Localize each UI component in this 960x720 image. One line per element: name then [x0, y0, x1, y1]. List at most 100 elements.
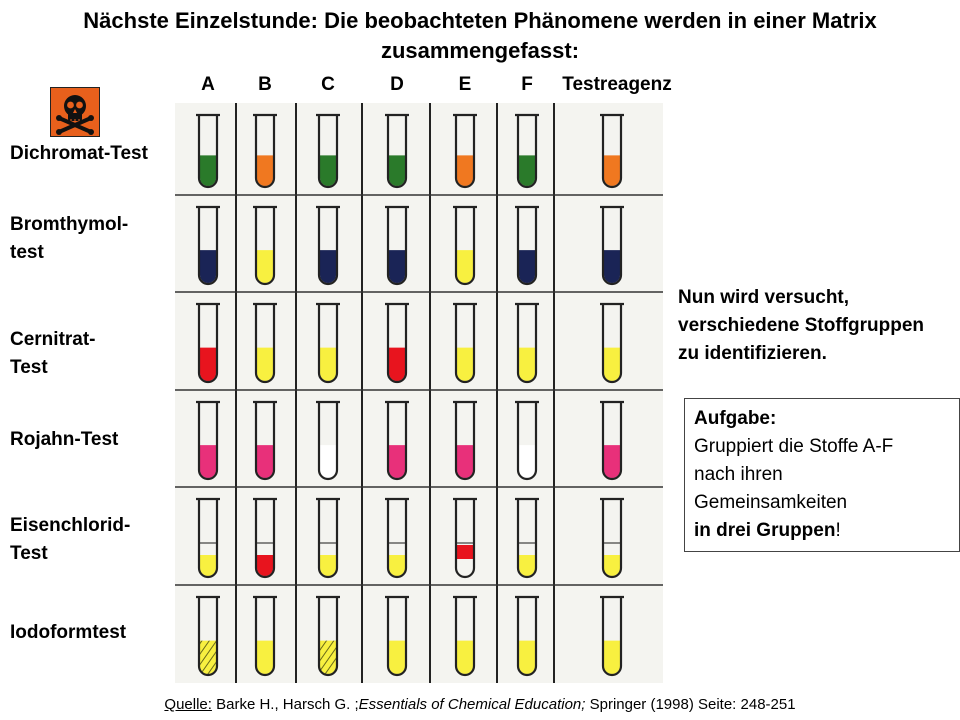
row-label-line: Cernitrat-	[10, 329, 96, 350]
test-tube	[601, 115, 623, 189]
row-label-line: Test	[10, 543, 48, 564]
test-tube	[516, 402, 538, 481]
tube-liquid	[457, 155, 473, 186]
tube-liquid	[257, 347, 273, 381]
test-tube	[197, 115, 219, 189]
row-label: Eisenchlorid- Test	[10, 512, 130, 568]
row-label: Dichromat-Test	[10, 140, 148, 168]
tube-liquid	[519, 155, 535, 186]
tube-liquid	[457, 250, 473, 283]
test-tube	[516, 304, 538, 384]
tube-liquid	[257, 250, 273, 283]
column-header: D	[390, 74, 404, 95]
tube-liquid	[389, 445, 405, 478]
test-tube	[197, 402, 219, 481]
test-tube	[254, 597, 276, 677]
note-line: Nun wird versucht,	[678, 287, 850, 308]
test-tube	[386, 207, 408, 286]
test-tube	[386, 304, 408, 384]
test-tube	[601, 207, 623, 286]
test-tube	[254, 304, 276, 384]
test-tube	[197, 207, 219, 286]
tube-liquid	[200, 250, 216, 283]
test-tube	[386, 597, 408, 677]
source-rest: Springer (1998) Seite: 248-251	[585, 696, 796, 713]
task-box: Aufgabe: Gruppiert die Stoffe A-F nach i…	[684, 398, 960, 552]
title-line-1: Nächste Einzelstunde: Die beobachteten P…	[83, 8, 877, 33]
tube-liquid	[320, 347, 336, 381]
tube-liquid	[457, 545, 473, 559]
tube-liquid	[320, 640, 336, 674]
task-heading: Aufgabe:	[694, 408, 777, 429]
row-label-line: test	[10, 242, 44, 263]
tube-liquid	[389, 155, 405, 186]
test-tube	[317, 115, 339, 189]
test-tube	[197, 499, 219, 579]
test-tube	[454, 115, 476, 189]
note-line: verschiedene Stoffgruppen	[678, 315, 924, 336]
test-tube	[454, 499, 476, 579]
test-tube	[254, 207, 276, 286]
tube-liquid	[320, 555, 336, 576]
row-label-line: Bromthymol-	[10, 214, 129, 235]
source-authors: Barke H., Harsch G. ;	[211, 696, 359, 713]
tube-liquid	[200, 640, 216, 674]
row-label-line: Rojahn-Test	[10, 429, 119, 450]
tube-liquid	[604, 555, 620, 576]
tube-liquid	[519, 445, 535, 478]
tube-liquid	[604, 445, 620, 478]
column-header: Testreagenz	[562, 74, 672, 95]
test-tube	[454, 304, 476, 384]
note-text: Nun wird versucht, verschiedene Stoffgru…	[678, 284, 924, 368]
task-line: nach ihren	[694, 464, 783, 485]
test-tube	[197, 304, 219, 384]
source-citation: Quelle: Barke H., Harsch G. ;Essentials …	[0, 696, 960, 713]
tube-liquid	[519, 555, 535, 576]
task-line-end: !	[835, 520, 841, 541]
column-header: F	[521, 74, 533, 95]
row-label-line: Dichromat-Test	[10, 143, 148, 164]
test-tube	[317, 207, 339, 286]
tube-liquid	[457, 640, 473, 674]
tube-liquid	[389, 347, 405, 381]
tube-liquid	[389, 555, 405, 576]
test-tube	[317, 597, 339, 677]
tube-liquid	[320, 250, 336, 283]
tube-liquid	[389, 640, 405, 674]
tube-liquid	[257, 640, 273, 674]
row-label-line: Test	[10, 357, 48, 378]
test-tube	[516, 207, 538, 286]
tube-liquid	[257, 155, 273, 186]
tube-liquid	[519, 250, 535, 283]
task-emphasis: in drei Gruppen	[694, 520, 836, 541]
tube-liquid	[457, 347, 473, 381]
test-tube	[454, 402, 476, 481]
tube-liquid	[604, 347, 620, 381]
test-tube	[254, 499, 276, 579]
test-tube	[601, 402, 623, 481]
skull-crossbones-icon	[50, 87, 100, 137]
task-line-last: in drei Gruppen!	[694, 517, 950, 545]
tube-liquid	[257, 555, 273, 576]
task-line: Gruppiert die Stoffe A-F	[694, 436, 894, 457]
tube-liquid	[519, 640, 535, 674]
source-work: Essentials of Chemical Education;	[358, 696, 586, 713]
tube-liquid	[320, 155, 336, 186]
tube-liquid	[320, 445, 336, 478]
column-header: C	[321, 74, 335, 95]
column-header: B	[258, 74, 272, 95]
row-label: Iodoformtest	[10, 619, 126, 647]
note-line: zu identifizieren.	[678, 343, 827, 364]
test-tube	[254, 402, 276, 481]
tube-liquid	[457, 445, 473, 478]
test-tube	[386, 499, 408, 579]
results-matrix	[175, 103, 663, 683]
row-label-line: Iodoformtest	[10, 622, 127, 643]
tube-liquid	[604, 640, 620, 674]
test-tube	[317, 402, 339, 481]
tube-liquid	[389, 250, 405, 283]
test-tube	[254, 115, 276, 189]
test-tube	[601, 499, 623, 579]
test-tube	[317, 499, 339, 579]
column-header: A	[201, 74, 215, 95]
